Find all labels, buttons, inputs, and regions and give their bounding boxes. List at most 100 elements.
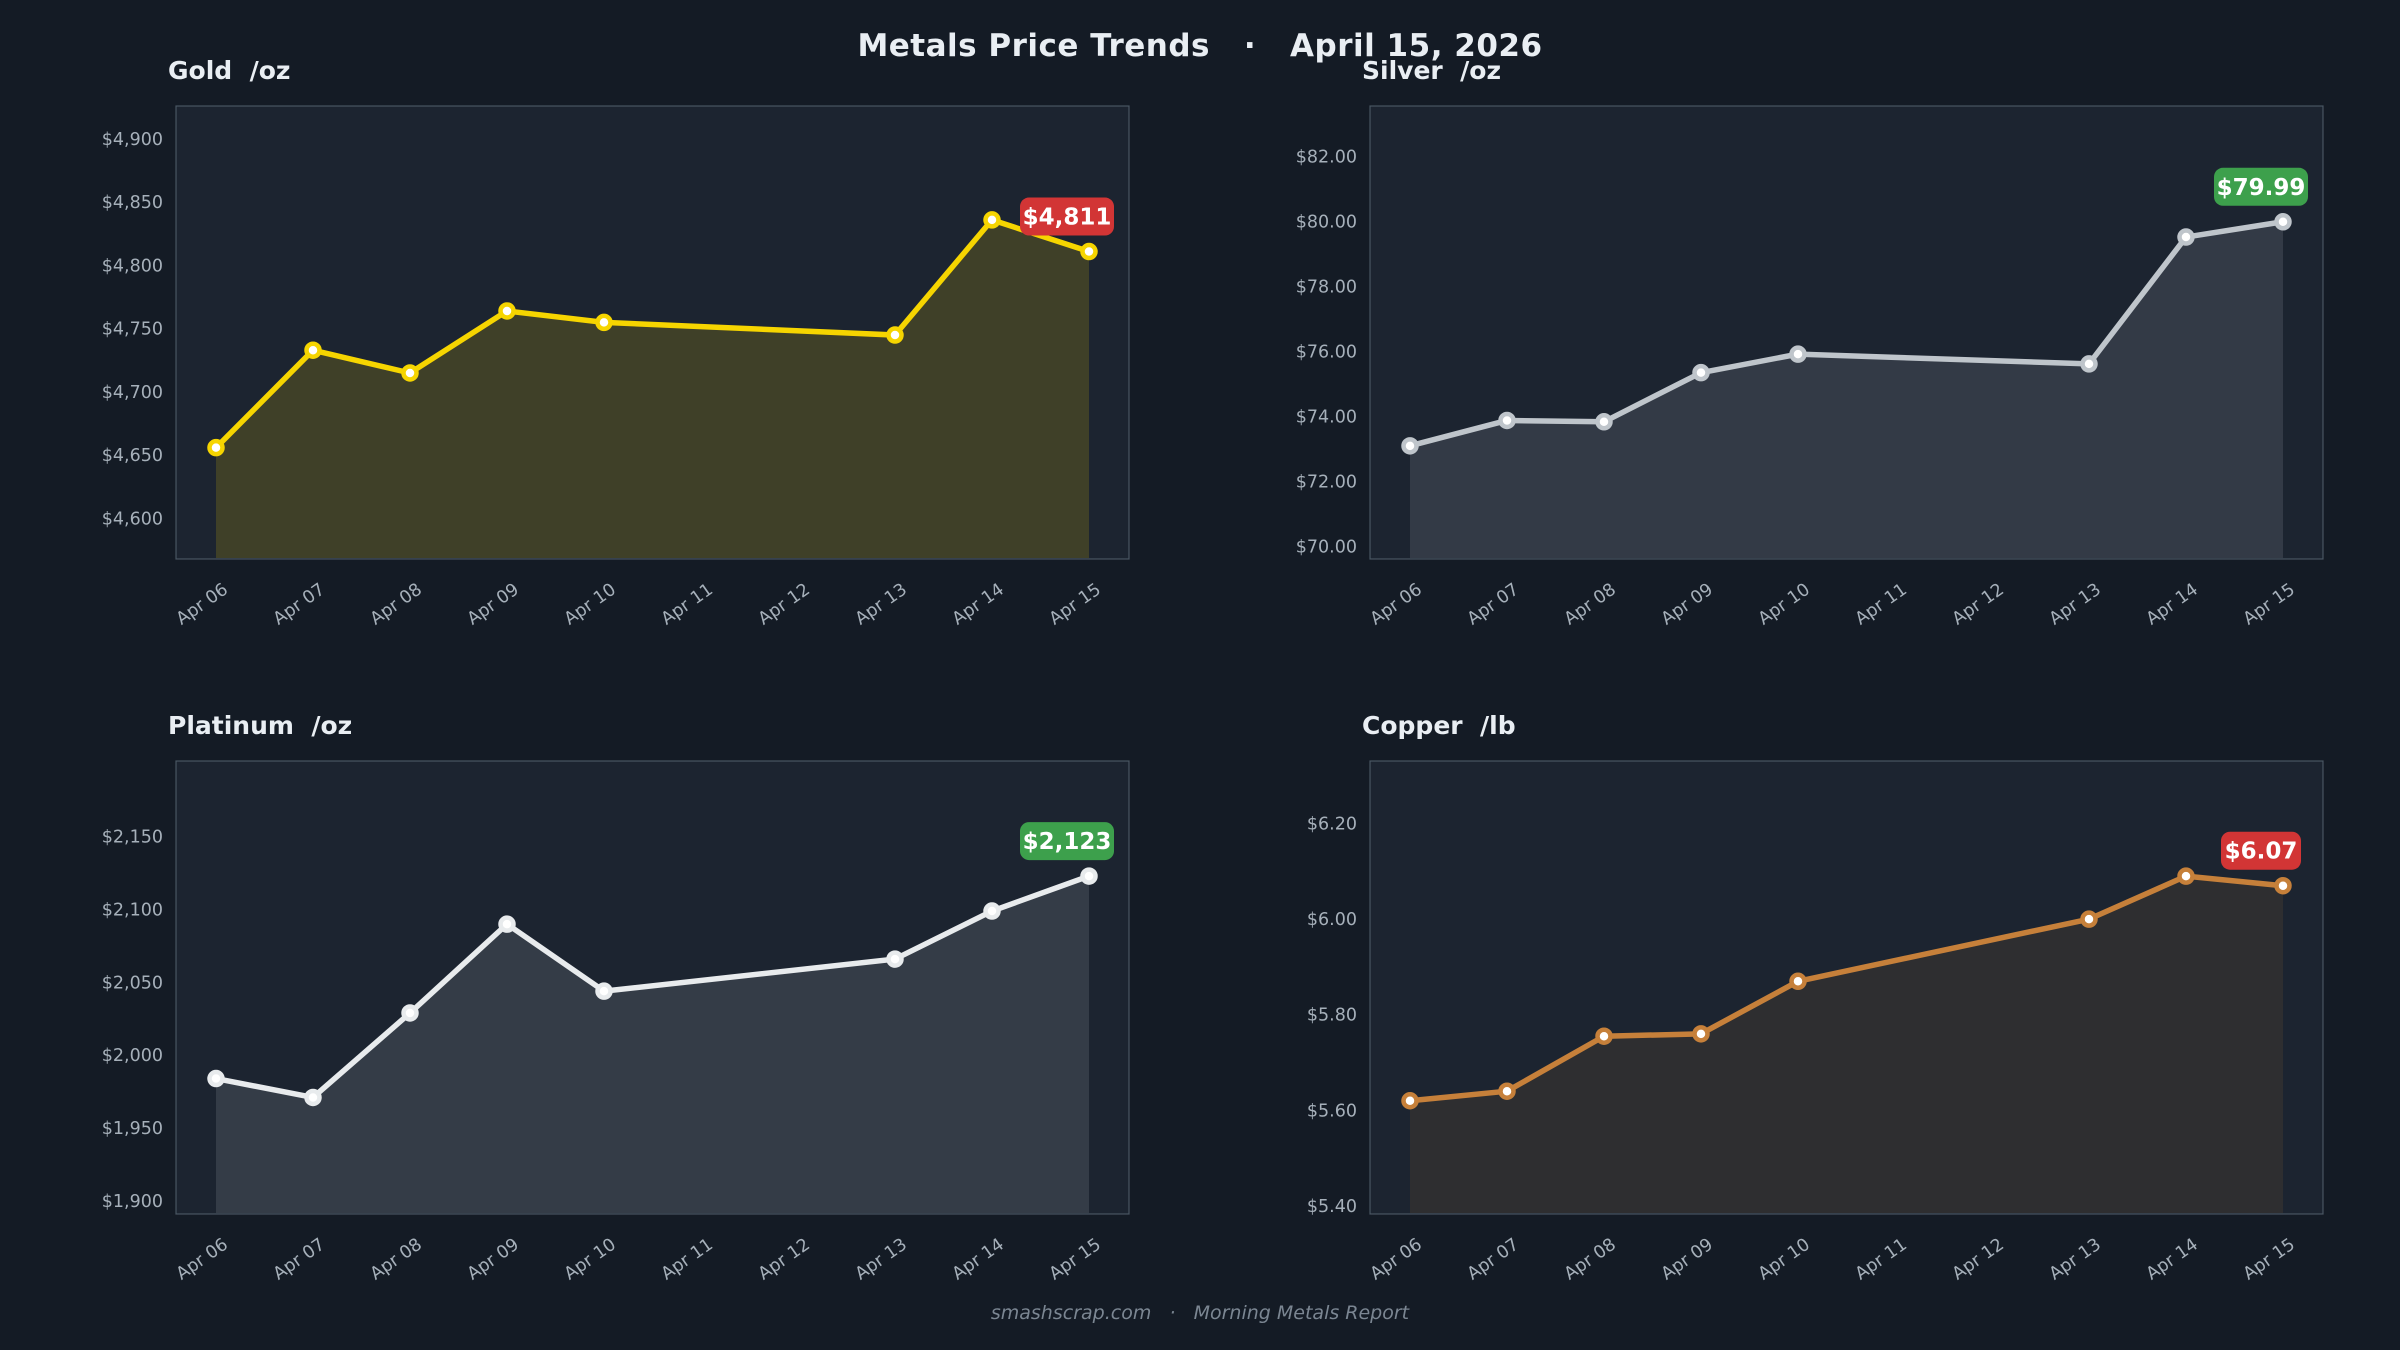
x-axis-label: Apr 07	[270, 1235, 329, 1285]
y-axis-label: $4,700	[102, 383, 163, 403]
y-axis-label: $1,900	[102, 1192, 163, 1212]
data-point-apr-14	[2177, 867, 2195, 885]
x-axis-label: Apr 08	[1561, 580, 1620, 630]
x-axis-label: Apr 08	[367, 1235, 426, 1285]
data-point-apr-14	[983, 211, 1001, 229]
y-axis-label: $4,850	[102, 193, 163, 213]
data-point-apr-06	[1401, 1092, 1419, 1110]
x-axis-label: Apr 11	[658, 1235, 717, 1285]
data-point-apr-09	[1692, 1025, 1710, 1043]
data-point-apr-07	[1498, 411, 1516, 430]
data-point-apr-06	[1401, 437, 1419, 455]
y-axis-label: $5.60	[1307, 1101, 1357, 1121]
y-axis-label: $2,000	[102, 1046, 163, 1066]
data-point-apr-08	[1595, 1027, 1613, 1045]
x-axis-label: Apr 12	[1949, 580, 2008, 630]
silver-chart-title: Silver /oz	[1362, 56, 1501, 85]
x-axis-label: Apr 08	[367, 580, 426, 630]
x-axis-label: Apr 09	[464, 1235, 523, 1285]
x-axis-label: Apr 14	[2143, 580, 2202, 630]
y-axis-label: $5.80	[1307, 1006, 1357, 1026]
x-axis-label: Apr 10	[1755, 1235, 1814, 1285]
x-axis-label: Apr 06	[1367, 580, 1426, 630]
y-axis-label: $2,050	[102, 973, 163, 993]
badge-text: $79.99	[2217, 175, 2306, 201]
x-axis-label: Apr 06	[173, 580, 232, 630]
data-point-apr-07	[1498, 1082, 1516, 1100]
data-point-apr-08	[401, 364, 419, 382]
series-area	[1410, 221, 2283, 559]
last-value-badge	[1020, 197, 1114, 236]
plot-area	[1369, 105, 2324, 560]
data-point-apr-10	[595, 313, 613, 332]
data-point-apr-14	[983, 902, 1001, 920]
series-line	[1407, 219, 2286, 449]
copper-chart: $6.20 $6.00 $5.80 $5.60 $5.40 Apr 06 Apr 07 Apr…	[1307, 760, 2324, 1285]
x-axis-label: Apr 06	[173, 1235, 232, 1285]
x-axis-label: Apr 14	[2143, 1235, 2202, 1285]
x-axis-label: Apr 09	[1658, 580, 1717, 630]
badge-text: $4,811	[1023, 205, 1112, 231]
platinum-chart-title: Platinum /oz	[168, 711, 353, 740]
data-point-apr-10	[595, 982, 613, 1000]
y-axis-label: $70.00	[1296, 538, 1357, 558]
page-footer: smashscrap.com · Morning Metals Report	[990, 1302, 1410, 1324]
y-axis-label: $82.00	[1296, 147, 1357, 167]
x-axis-label: Apr 08	[1561, 1235, 1620, 1285]
x-axis-label: Apr 06	[1367, 1235, 1426, 1285]
x-axis-label: Apr 15	[2240, 580, 2299, 630]
y-axis-label: $5.40	[1307, 1197, 1357, 1217]
chart-panel-silver: $82.00 $80.00 $78.00 $76.00 $74.00 $72.00 $70.…	[1230, 56, 2390, 660]
data-point-apr-06	[207, 1069, 225, 1088]
series-area	[216, 219, 1089, 558]
data-point-apr-08	[401, 1004, 419, 1022]
badge-text: $6.07	[2225, 839, 2298, 865]
data-point-apr-09	[1692, 363, 1710, 382]
x-axis-label: Apr 13	[852, 1235, 911, 1285]
data-point-apr-15	[2274, 876, 2292, 895]
y-axis-label: $4,800	[102, 256, 163, 276]
y-axis-label: $74.00	[1296, 408, 1357, 428]
last-value-badge	[1020, 822, 1114, 861]
x-axis-label: Apr 07	[1464, 580, 1523, 630]
plot-area	[1369, 760, 2324, 1215]
y-axis-label: $4,750	[102, 320, 163, 340]
x-axis-label: Apr 11	[1852, 580, 1911, 630]
copper-chart-title: Copper /lb	[1362, 711, 1516, 740]
series-area	[1410, 876, 2283, 1213]
x-axis-label: Apr 14	[949, 580, 1008, 630]
y-axis-label: $4,900	[102, 130, 163, 150]
x-axis-label: Apr 10	[1755, 580, 1814, 630]
x-axis-label: Apr 15	[1046, 580, 1105, 630]
data-point-apr-10	[1789, 345, 1807, 363]
data-point-apr-14	[2177, 228, 2195, 246]
platinum-chart: $2,150 $2,100 $2,050 $2,000 $1,950 $1,900 Apr …	[102, 760, 1130, 1285]
x-axis-label: Apr 10	[561, 1235, 620, 1285]
x-axis-label: Apr 13	[2046, 1235, 2105, 1285]
y-axis-label: $78.00	[1296, 277, 1357, 297]
data-point-apr-06	[207, 438, 225, 457]
data-point-apr-09	[498, 915, 516, 933]
y-axis-label: $4,600	[102, 510, 163, 530]
data-point-apr-13	[886, 326, 904, 344]
data-point-apr-13	[2080, 355, 2098, 373]
y-axis-label: $1,950	[102, 1119, 163, 1139]
y-axis-label: $2,150	[102, 828, 163, 848]
y-axis-label: $80.00	[1296, 212, 1357, 232]
y-axis-label: $2,100	[102, 901, 163, 921]
x-axis-label: Apr 12	[755, 1235, 814, 1285]
y-axis-label: $6.20	[1307, 815, 1357, 835]
x-axis-label: Apr 12	[1949, 1235, 2008, 1285]
series-line	[1407, 873, 2286, 1104]
x-axis-label: Apr 10	[561, 580, 620, 630]
x-axis-label: Apr 07	[1464, 1235, 1523, 1285]
plot-area	[175, 105, 1130, 560]
data-point-apr-15	[1080, 867, 1098, 885]
x-axis-label: Apr 09	[464, 580, 523, 630]
data-point-apr-10	[1789, 972, 1807, 991]
page-title: Metals Price Trends · April 15, 2026	[857, 28, 1543, 64]
chart-panel-platinum: $2,150 $2,100 $2,050 $2,000 $1,950 $1,900 Apr …	[36, 711, 1196, 1315]
x-axis-label: Apr 13	[852, 580, 911, 630]
data-point-apr-13	[886, 950, 904, 968]
x-axis-label: Apr 14	[949, 1235, 1008, 1285]
